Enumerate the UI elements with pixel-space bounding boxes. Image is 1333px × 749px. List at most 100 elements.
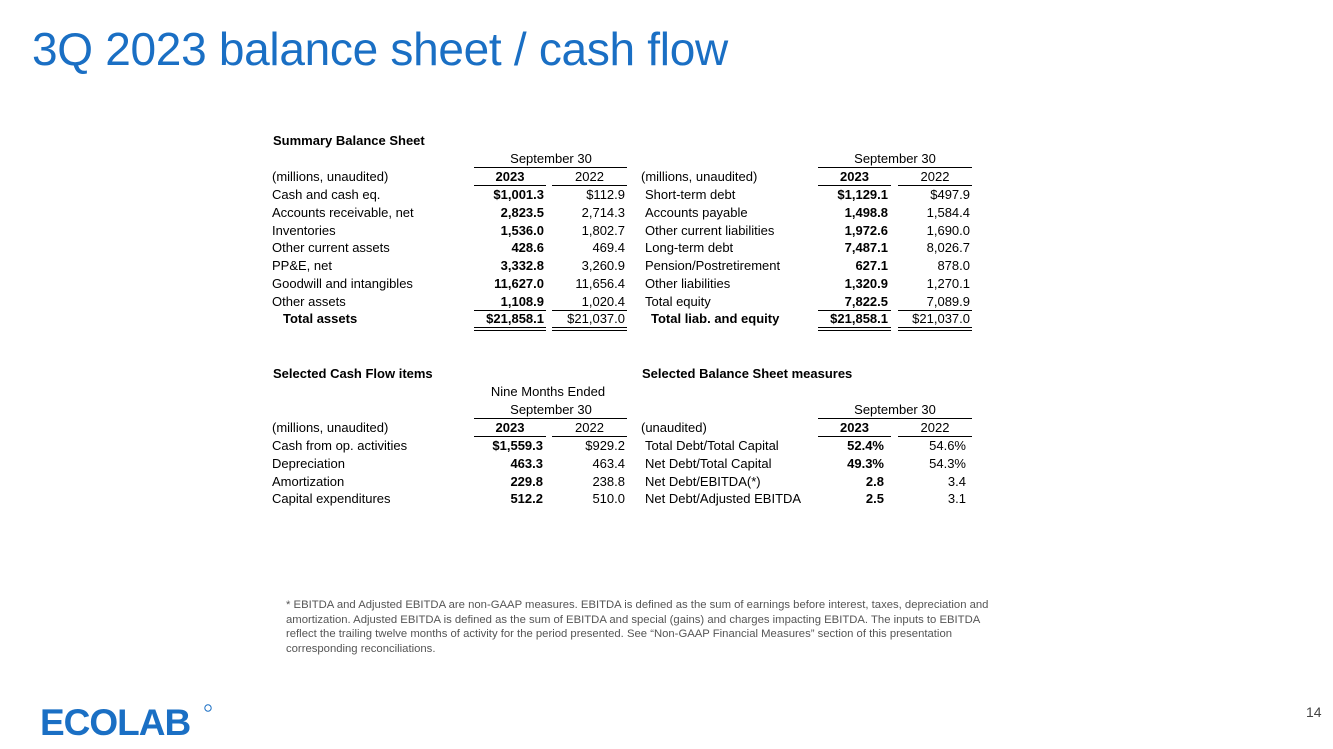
bs-left-col-2022: 2022 — [575, 169, 604, 184]
value-2023: 627.1 — [855, 258, 888, 274]
bs-left-col2-rule — [552, 185, 627, 186]
bs-left-total-label: Total assets — [283, 311, 358, 326]
balance-sheet-heading: Summary Balance Sheet — [273, 133, 425, 148]
footnote: * EBITDA and Adjusted EBITDA are non-GAA… — [286, 599, 989, 655]
value-2022: 1,690.0 — [926, 222, 970, 238]
bs-right-total-2023: $21,858.1 — [830, 311, 888, 326]
bsm-period-header: September 30 — [854, 402, 936, 417]
row-label: Cash and cash eq. — [272, 187, 381, 202]
bs-right-period-header: September 30 — [854, 151, 936, 166]
value-2023: 49.3% — [847, 455, 884, 471]
value-2023: 1,536.0 — [500, 222, 544, 238]
row-label: Depreciation — [272, 455, 345, 471]
row-label: Goodwill and intangibles — [272, 276, 413, 291]
value-2022: 878.0 — [937, 258, 970, 274]
bs-right-total-rule-2 — [898, 310, 972, 311]
value-2023: 512.2 — [510, 491, 543, 507]
cf-col2-rule — [552, 436, 627, 437]
row-label: PP&E, net — [272, 258, 332, 274]
value-2022: $929.2 — [585, 438, 625, 453]
bsm-period-rule — [818, 418, 972, 419]
value-2022: 3.1 — [947, 491, 966, 507]
bs-left-total-2023: $21,858.1 — [486, 311, 544, 326]
row-label: Cash from op. activities — [272, 438, 408, 453]
bs-left-total-rule-1 — [474, 310, 546, 311]
bs-right-total-rule-1 — [818, 310, 891, 311]
bs-left-period-header: September 30 — [510, 151, 592, 166]
value-2022: 3.4 — [947, 473, 966, 489]
row-label: Amortization — [272, 473, 345, 489]
value-2022: 2,714.3 — [581, 204, 625, 220]
bs-left-col-2023: 2023 — [495, 169, 525, 184]
bsm-col-2022: 2022 — [920, 420, 950, 435]
value-2023: 2,823.5 — [500, 204, 544, 220]
value-2022: 54.3% — [929, 455, 966, 471]
bs-right-col-2022: 2022 — [920, 169, 950, 184]
row-label: Other current assets — [272, 240, 390, 256]
value-2023: 7,487.1 — [844, 240, 888, 256]
bs-right-col2-rule — [898, 185, 972, 186]
cash-flow-heading: Selected Cash Flow items — [273, 366, 433, 381]
value-2023: $1,129.1 — [837, 187, 888, 202]
value-2022: 54.6% — [929, 438, 966, 453]
bsm-col1-rule — [818, 436, 891, 437]
row-label: Accounts receivable, net — [272, 204, 414, 220]
cf-units: (millions, unaudited) — [272, 420, 389, 435]
bs-left-period-rule — [474, 167, 627, 168]
logo-text: ECOLAB — [40, 702, 191, 740]
value-2022: $112.9 — [586, 187, 625, 202]
value-2023: 463.3 — [510, 455, 543, 471]
value-2022: 11,656.4 — [575, 276, 625, 291]
value-2023: $1,001.3 — [493, 187, 544, 202]
bs-left-total-2022: $21,037.0 — [567, 311, 625, 326]
bsm-col2-rule — [898, 436, 972, 437]
bs-right-col1-rule — [818, 185, 891, 186]
row-label: Short-term debt — [645, 187, 736, 202]
value-2022: 1,270.1 — [926, 276, 970, 291]
row-label: Pension/Postretirement — [645, 258, 781, 274]
bs-left-total-double-2 — [552, 327, 627, 331]
value-2023: 52.4% — [847, 438, 884, 453]
value-2022: 238.8 — [592, 473, 625, 489]
value-2023: 1,320.9 — [844, 276, 888, 291]
value-2023: 1,972.6 — [844, 222, 888, 238]
value-2022: 1,584.4 — [926, 204, 970, 220]
value-2023: 1,498.8 — [844, 204, 888, 220]
bs-right-total-double-2 — [898, 327, 972, 331]
cf-period-header-1: Nine Months Ended — [490, 384, 606, 399]
bs-measures-heading: Selected Balance Sheet measures — [642, 366, 853, 381]
value-2023: 2.8 — [865, 473, 884, 489]
value-2022: $497.9 — [930, 187, 970, 202]
value-2022: 1,802.7 — [581, 222, 625, 238]
row-label: Net Debt/Total Capital — [645, 455, 772, 471]
value-2023: 3,332.8 — [500, 258, 544, 274]
bs-right-total-double-1 — [818, 327, 891, 331]
value-2022: 8,026.7 — [926, 240, 970, 256]
row-label: Accounts payable — [645, 204, 748, 220]
value-2023: 2.5 — [865, 491, 884, 507]
page-number: 14 — [1306, 704, 1322, 720]
bs-left-col1-rule — [474, 185, 546, 186]
row-label: Net Debt/Adjusted EBITDA — [645, 491, 802, 507]
row-label: Other assets — [272, 293, 346, 309]
value-2023: $1,559.3 — [492, 438, 543, 453]
cf-period-rule — [474, 418, 627, 419]
ecolab-logo: ECOLAB — [40, 700, 212, 745]
row-label: Long-term debt — [645, 240, 734, 256]
ecolab-logo-graphic: ECOLAB — [40, 702, 212, 743]
bs-right-units: (millions, unaudited) — [641, 169, 758, 184]
cf-col-2023: 2023 — [495, 420, 525, 435]
row-label: Capital expenditures — [272, 491, 391, 507]
value-2023: 11,627.0 — [494, 276, 544, 291]
page-title: 3Q 2023 balance sheet / cash flow — [32, 23, 728, 75]
row-label: Net Debt/EBITDA(*) — [645, 473, 761, 489]
bs-right-total-label: Total liab. and equity — [651, 311, 780, 326]
row-label: Inventories — [272, 222, 336, 238]
value-2022: 510.0 — [592, 491, 625, 507]
value-2023: 1,108.9 — [500, 293, 544, 309]
row-label: Total Debt/Total Capital — [645, 438, 779, 453]
bsm-units: (unaudited) — [641, 420, 707, 435]
value-2022: 463.4 — [592, 455, 625, 471]
bs-left-total-double-1 — [474, 327, 546, 331]
row-label: Other liabilities — [645, 276, 731, 291]
